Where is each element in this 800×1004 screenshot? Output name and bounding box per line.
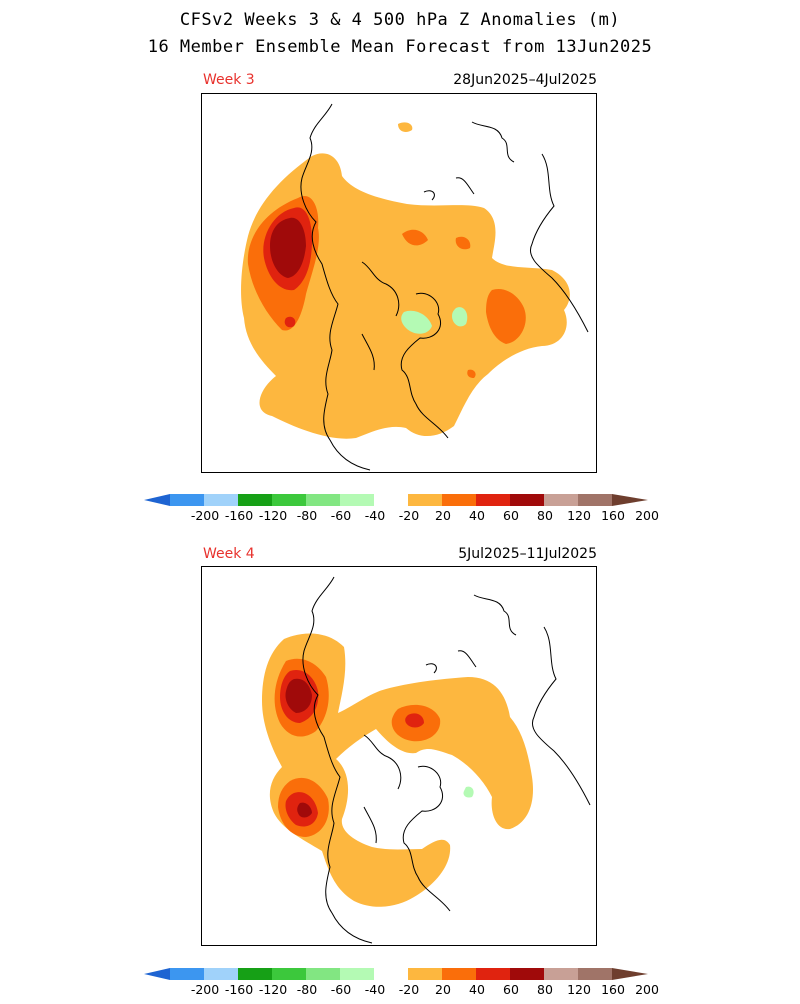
colorbar-swatch-m40_m20 bbox=[340, 968, 374, 980]
colorbar-swatch-p120_160 bbox=[544, 494, 578, 506]
colorbar-swatch-p120_160 bbox=[544, 968, 578, 980]
colorbar-week3: -200 -160 -120 -80 -60 -40 -20 20 40 60 80 120 160 20… bbox=[140, 490, 660, 530]
week4-label: Week 4 bbox=[203, 546, 255, 562]
colorbar-tick-label: 40 bbox=[469, 982, 485, 997]
colorbar-tick-label: 160 bbox=[601, 982, 625, 997]
week4-coastlines bbox=[302, 576, 591, 944]
week4-map bbox=[201, 566, 597, 946]
colorbar-swatch-m120_m80 bbox=[238, 968, 272, 980]
colorbar-tick-label: 20 bbox=[435, 508, 451, 523]
chart-title: CFSv2 Weeks 3 & 4 500 hPa Z Anomalies (m… bbox=[179, 10, 621, 30]
colorbar-swatch-m120_m80 bbox=[238, 494, 272, 506]
colorbar-swatch-p20_40 bbox=[408, 968, 442, 980]
colorbar-week4: -200 -160 -120 -80 -60 -40 -20 20 40 60 80 120 160 20… bbox=[140, 964, 660, 1004]
week3-date-range: 28Jun2025–4Jul2025 bbox=[453, 72, 597, 88]
colorbar-swatch-p80_120 bbox=[510, 494, 544, 506]
colorbar-swatch-p20_40 bbox=[408, 494, 442, 506]
colorbar-swatch-p60_80 bbox=[476, 968, 510, 980]
colorbar-tick-label: -20 bbox=[398, 508, 420, 523]
colorbar-swatch-p40_60 bbox=[442, 968, 476, 980]
colorbar-swatch-m60_m40 bbox=[306, 494, 340, 506]
colorbar-tick-label: 80 bbox=[537, 982, 553, 997]
colorbar-tick-label: -120 bbox=[258, 982, 288, 997]
colorbar-tick-label: -200 bbox=[190, 982, 220, 997]
colorbar-tick-label: 120 bbox=[567, 508, 591, 523]
week4-date-range: 5Jul2025–11Jul2025 bbox=[458, 546, 597, 562]
colorbar-swatch-m80_m60 bbox=[272, 968, 306, 980]
colorbar-tick-label: 40 bbox=[469, 508, 485, 523]
colorbar-swatch-m60_m40 bbox=[306, 968, 340, 980]
colorbar-swatch-m40_m20 bbox=[340, 494, 374, 506]
colorbar-tick-label: 60 bbox=[503, 508, 519, 523]
colorbar-tick-label: 60 bbox=[503, 982, 519, 997]
colorbar-tick-label: 200 bbox=[635, 508, 659, 523]
chart-subtitle: 16 Member Ensemble Mean Forecast from 13… bbox=[147, 37, 653, 57]
week3-coastlines bbox=[300, 103, 589, 471]
colorbar-swatch-m160_m120 bbox=[204, 494, 238, 506]
week3-label: Week 3 bbox=[203, 72, 255, 88]
colorbar-swatch-p60_80 bbox=[476, 494, 510, 506]
colorbar-tick-label: -160 bbox=[224, 508, 254, 523]
colorbar-tick-label: -120 bbox=[258, 508, 288, 523]
colorbar-swatch-p40_60 bbox=[442, 494, 476, 506]
colorbar-tick-label: 80 bbox=[537, 508, 553, 523]
colorbar-arrow-high bbox=[612, 494, 648, 506]
colorbar-tick-label: -160 bbox=[224, 982, 254, 997]
colorbar-tick-label: 200 bbox=[635, 982, 659, 997]
colorbar-swatch-m20_20 bbox=[374, 494, 408, 506]
colorbar-tick-label: 160 bbox=[601, 508, 625, 523]
colorbar-tick-label: -200 bbox=[190, 508, 220, 523]
colorbar-tick-label: -60 bbox=[330, 508, 352, 523]
colorbar-swatch-p160_200 bbox=[578, 968, 612, 980]
colorbar-tick-label: -60 bbox=[330, 982, 352, 997]
colorbar-tick-label: 20 bbox=[435, 982, 451, 997]
colorbar-swatch-m80_m60 bbox=[272, 494, 306, 506]
colorbar-tick-label: -80 bbox=[296, 508, 318, 523]
colorbar-swatch-p80_120 bbox=[510, 968, 544, 980]
colorbar-tick-label: -80 bbox=[296, 982, 318, 997]
colorbar-swatch-m200_m160 bbox=[170, 494, 204, 506]
colorbar-swatch-m160_m120 bbox=[204, 968, 238, 980]
colorbar-arrow-high bbox=[612, 968, 648, 980]
colorbar-swatch-m200_m160 bbox=[170, 968, 204, 980]
week4-anomaly-contours bbox=[262, 633, 534, 907]
colorbar-swatch-m20_20 bbox=[374, 968, 408, 980]
colorbar-swatch-p160_200 bbox=[578, 494, 612, 506]
colorbar-tick-label: -40 bbox=[364, 982, 386, 997]
week3-anomaly-contours bbox=[241, 122, 570, 439]
colorbar-arrow-low bbox=[144, 968, 170, 980]
colorbar-tick-label: -20 bbox=[398, 982, 420, 997]
colorbar-tick-label: -40 bbox=[364, 508, 386, 523]
colorbar-arrow-low bbox=[144, 494, 170, 506]
week3-map bbox=[201, 93, 597, 473]
colorbar-tick-label: 120 bbox=[567, 982, 591, 997]
